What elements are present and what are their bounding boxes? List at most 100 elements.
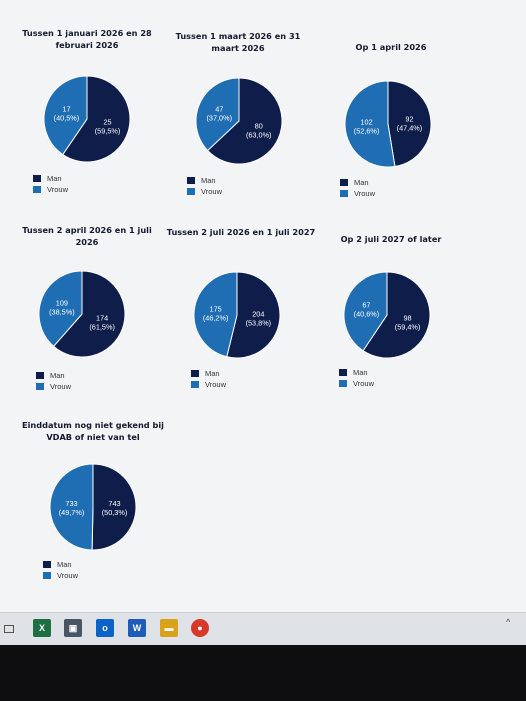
pie-slice-man [52, 270, 126, 358]
pie-slice-vrouw [344, 80, 396, 168]
vrouw-swatch [33, 186, 41, 193]
pie-chart-juli-2026-2027: 204(53,8%) 175(46,2%) [193, 271, 281, 359]
data-label-vrouw-value: 17 [62, 105, 70, 114]
legend: Man Vrouw [187, 175, 222, 197]
taskbar: X ▣ o W ▬ ● ^ [0, 612, 526, 645]
legend: Man Vrouw [191, 368, 226, 390]
pie-slice-vrouw [343, 271, 388, 352]
pie-slice-man [362, 271, 431, 359]
monitor-bezel [0, 645, 526, 701]
data-label-man-value: 98 [404, 313, 412, 322]
legend-label-vrouw: Vrouw [47, 185, 68, 194]
chart-title: Op 2 juli 2027 of later [340, 234, 442, 244]
pie-slice-man [226, 271, 281, 359]
data-label-man-value: 25 [103, 117, 111, 126]
vrouw-swatch [339, 380, 347, 387]
legend: Man Vrouw [340, 177, 375, 199]
chevron-up-icon[interactable]: ^ [506, 617, 511, 627]
data-label-vrouw-pct: (38,5%) [49, 307, 75, 316]
data-label-vrouw-pct: (46,2%) [203, 313, 229, 322]
legend-label-man: Man [47, 174, 62, 183]
pie-slice-man [62, 75, 131, 163]
pie-chart-juli-2027-later: 98(59,4%) 67(40,6%) [343, 271, 431, 359]
legend-label-vrouw: Vrouw [50, 382, 71, 391]
legend-label-vrouw: Vrouw [201, 187, 222, 196]
pie-slice-vrouw [195, 77, 240, 152]
legend-label-man: Man [353, 368, 368, 377]
chart-title: Tussen 1 januari 2026 en 28 februari 202… [22, 28, 152, 50]
data-label-man-value: 80 [255, 122, 263, 131]
data-label-vrouw-value: 175 [210, 304, 222, 313]
printer-icon[interactable]: ▣ [64, 619, 82, 637]
legend-label-man: Man [57, 560, 72, 569]
pie-chart-maart-2026: 80(63,0%) 47(37,0%) [195, 77, 283, 165]
chart-title: Tussen 1 maart 2026 en 31 maart 2026 [175, 31, 301, 53]
data-label-man-value: 92 [405, 114, 413, 123]
data-label-vrouw-pct: (49,7%) [59, 508, 85, 517]
legend-label-man: Man [354, 178, 369, 187]
man-swatch [339, 369, 347, 376]
data-label-man-pct: (59,4%) [395, 322, 421, 331]
pie-slice-vrouw [193, 271, 238, 358]
data-label-man-value: 174 [96, 314, 108, 323]
pie-chart-jan-feb-2026: 25(59,5%) 17(40,5%) [43, 75, 131, 163]
chrome-icon[interactable]: ● [191, 619, 209, 637]
data-label-man-value: 743 [108, 499, 120, 508]
chart-panel-einddatum-onbekend: Einddatum nog niet gekend bij VDAB of ni… [14, 419, 172, 443]
data-label-man-pct: (61,5%) [89, 323, 115, 332]
data-label-man-pct: (63,0%) [246, 131, 272, 140]
vrouw-swatch [187, 188, 195, 195]
legend-label-vrouw: Vrouw [205, 380, 226, 389]
man-swatch [33, 175, 41, 182]
vrouw-swatch [191, 381, 199, 388]
man-swatch [187, 177, 195, 184]
chart-panel-juli-2027-later: Op 2 juli 2027 of later [316, 233, 466, 245]
legend-label-man: Man [205, 369, 220, 378]
data-label-vrouw-value: 109 [56, 298, 68, 307]
chart-title: Tussen 2 juli 2026 en 1 juli 2027 [166, 227, 316, 237]
data-label-vrouw-value: 733 [65, 499, 77, 508]
chart-title: Tussen 2 april 2026 en 1 juli 2026 [22, 225, 152, 247]
legend-label-man: Man [201, 176, 216, 185]
pie-slice-vrouw [43, 75, 88, 156]
pie-chart-1-april-2026: 92(47,4%) 102(52,6%) [344, 80, 432, 168]
pie-slice-man [91, 463, 137, 551]
vrouw-swatch [36, 383, 44, 390]
data-label-vrouw-value: 67 [362, 301, 370, 310]
legend: Man Vrouw [339, 367, 374, 389]
folder-icon[interactable]: ▬ [160, 619, 178, 637]
legend: Man Vrouw [43, 559, 78, 581]
man-swatch [43, 561, 51, 568]
man-swatch [340, 179, 348, 186]
legend-label-vrouw: Vrouw [354, 189, 375, 198]
data-label-vrouw-pct: (40,5%) [54, 114, 80, 123]
pie-chart-april-juli-2026: 174(61,5%) 109(38,5%) [38, 270, 126, 358]
data-label-man-pct: (47,4%) [397, 123, 423, 132]
man-swatch [191, 370, 199, 377]
data-label-vrouw-pct: (52,6%) [354, 127, 380, 136]
outlook-icon[interactable]: o [96, 619, 114, 637]
vrouw-swatch [43, 572, 51, 579]
pie-chart-einddatum-onbekend: 743(50,3%) 733(49,7%) [49, 463, 137, 551]
pie-slice-man [387, 80, 432, 168]
man-swatch [36, 372, 44, 379]
pie-slice-man [206, 77, 283, 165]
chart-title: Op 1 april 2026 [355, 42, 427, 52]
excel-icon[interactable]: X [33, 619, 51, 637]
data-label-man-pct: (59,5%) [95, 126, 121, 135]
chart-panel-juli-2026-2027: Tussen 2 juli 2026 en 1 juli 2027 [166, 226, 316, 238]
chart-panel-1-april-2026: Op 1 april 2026 [316, 41, 466, 53]
task-view-icon[interactable] [4, 625, 14, 633]
chart-panel-april-juli-2026: Tussen 2 april 2026 en 1 juli 2026 [12, 224, 162, 248]
data-label-vrouw-pct: (40,6%) [354, 310, 380, 319]
legend: Man Vrouw [33, 173, 68, 195]
chart-title: Einddatum nog niet gekend bij VDAB of ni… [22, 420, 164, 442]
data-label-man-pct: (53,8%) [246, 319, 272, 328]
legend-label-vrouw: Vrouw [57, 571, 78, 580]
data-label-man-pct: (50,3%) [102, 508, 128, 517]
chart-panel-maart-2026: Tussen 1 maart 2026 en 31 maart 2026 [163, 30, 313, 54]
data-label-vrouw-value: 47 [215, 104, 223, 113]
pie-slice-vrouw [38, 270, 83, 347]
vrouw-swatch [340, 190, 348, 197]
word-icon[interactable]: W [128, 619, 146, 637]
